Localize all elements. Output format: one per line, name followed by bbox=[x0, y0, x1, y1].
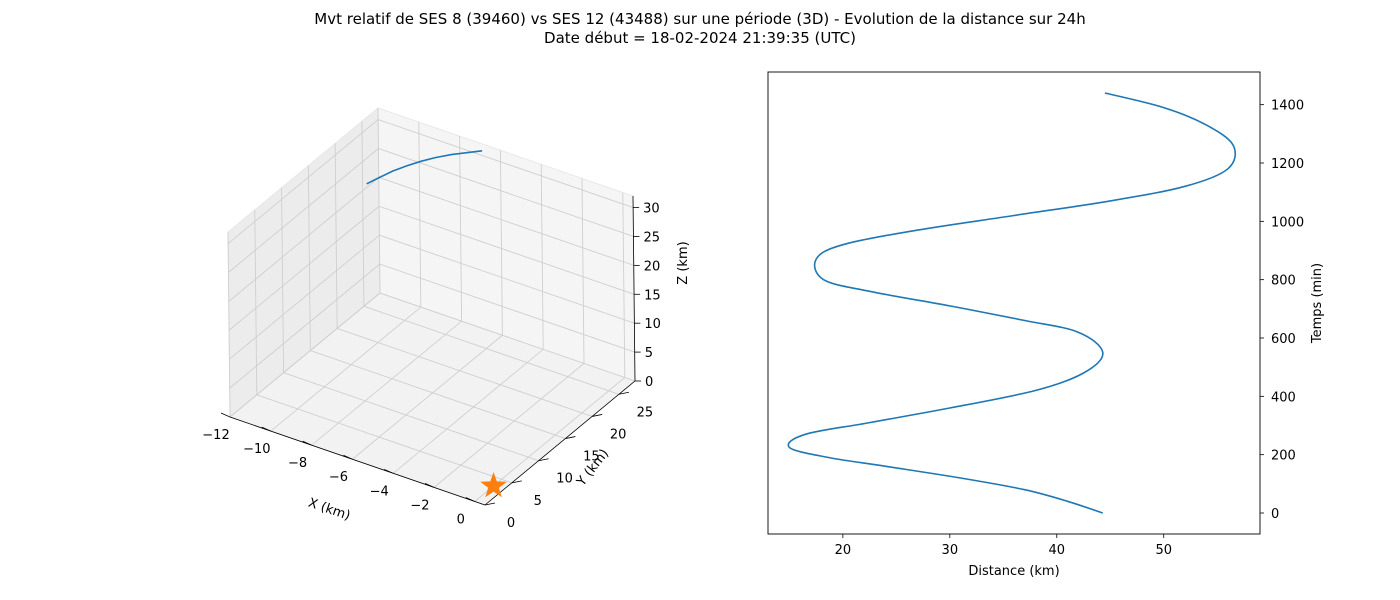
x-tick-label: 40 bbox=[1049, 543, 1066, 558]
grid-line-z-left bbox=[228, 205, 380, 331]
x-tick-label: −6 bbox=[329, 470, 348, 485]
x-tick-label: 0 bbox=[457, 512, 465, 527]
y-tick bbox=[592, 414, 603, 417]
grid-line-y-left bbox=[281, 187, 285, 373]
x-axis-label: Distance (km) bbox=[968, 564, 1059, 579]
y-tick-label: 0 bbox=[507, 516, 515, 531]
grid-line-z-back bbox=[378, 148, 634, 237]
y-tick-label: 0 bbox=[1271, 507, 1279, 522]
grid-line-y-floor bbox=[310, 350, 566, 439]
grid-line-x-floor bbox=[270, 306, 422, 432]
y-tick-label: 25 bbox=[637, 405, 654, 420]
y-tick bbox=[538, 458, 549, 462]
x-axis-line bbox=[229, 416, 486, 506]
grid-line-y-left bbox=[307, 165, 311, 351]
grid-line-z-left bbox=[227, 119, 379, 244]
star-marker bbox=[480, 472, 507, 498]
x-tick-label: 20 bbox=[835, 543, 852, 558]
z-tick-label: 20 bbox=[644, 259, 661, 274]
chart-title: Mvt relatif de SES 8 (39460) vs SES 12 (… bbox=[314, 10, 1086, 28]
x-tick-label: 50 bbox=[1155, 543, 1172, 558]
y-tick bbox=[511, 480, 522, 484]
y-tick-label: 400 bbox=[1271, 390, 1296, 405]
y-tick-label: 1200 bbox=[1271, 157, 1304, 172]
grid-line-z-left bbox=[229, 292, 381, 418]
grid-line-x-back bbox=[499, 150, 503, 336]
grid-line-z-left bbox=[228, 177, 380, 302]
x-tick bbox=[465, 497, 475, 502]
x-tick-label: −4 bbox=[370, 484, 389, 499]
grid-line-y-floor bbox=[363, 305, 620, 395]
grid-line-z-left bbox=[229, 234, 380, 360]
plot-3d: −12 −10 −8 −6 −4 −2 0 0 5 10 15 20 25 0 5 10 15 20 25 30 X (… bbox=[202, 107, 691, 531]
z-axis-line bbox=[632, 195, 636, 382]
grid-line-z-back bbox=[379, 234, 635, 324]
y-axis-line bbox=[484, 380, 636, 506]
x-axis-label: X (km) bbox=[306, 496, 352, 524]
x-tick-label: 30 bbox=[942, 543, 959, 558]
y-tick bbox=[565, 436, 576, 439]
z-axis-label: Z (km) bbox=[676, 241, 691, 284]
grid-line-y-floor bbox=[256, 394, 512, 484]
y-tick-label: 10 bbox=[556, 472, 573, 487]
x-tick bbox=[343, 454, 353, 460]
grid-line-y-floor bbox=[336, 328, 593, 417]
series-line-distance bbox=[787, 92, 1237, 514]
z-tick-label: 15 bbox=[644, 288, 661, 303]
x-tick-label: −8 bbox=[288, 456, 307, 471]
y-tick-label: 600 bbox=[1271, 332, 1296, 347]
z-tick-label: 30 bbox=[643, 202, 660, 217]
x-tick bbox=[261, 426, 271, 432]
grid-line-x-back bbox=[459, 136, 463, 322]
grid-line-x-floor bbox=[392, 348, 544, 474]
y-axis-label: Temps (min) bbox=[1310, 263, 1325, 344]
grid-line-z-back bbox=[378, 176, 634, 266]
grid-line-x-back bbox=[377, 107, 381, 294]
y-tick-label: 800 bbox=[1271, 274, 1296, 289]
x-tick bbox=[424, 483, 435, 488]
plot-frame bbox=[767, 71, 1261, 535]
y-tick bbox=[484, 502, 496, 506]
grid-line-x-back bbox=[540, 164, 544, 350]
y-tick-label: 1400 bbox=[1271, 99, 1304, 114]
grid-line-x-floor bbox=[433, 363, 585, 488]
x-tick bbox=[302, 440, 312, 446]
y-tick-label: 20 bbox=[610, 427, 627, 442]
grid-line-y-floor bbox=[283, 372, 539, 462]
grid-line-x-back bbox=[622, 192, 626, 378]
z-tick-label: 10 bbox=[644, 317, 661, 332]
y-tick-label: 1000 bbox=[1271, 215, 1304, 230]
grid-line-x-floor bbox=[352, 334, 503, 460]
y-tick-label: 15 bbox=[583, 450, 600, 465]
x-tick-label: −10 bbox=[243, 442, 270, 457]
grid-line-z-back bbox=[379, 292, 636, 382]
grid-line-y-left bbox=[227, 231, 231, 418]
z-tick-label: 25 bbox=[643, 230, 660, 245]
grid-line-x-back bbox=[418, 122, 422, 308]
y-tick bbox=[618, 391, 630, 395]
grid-line-y-left bbox=[361, 121, 365, 307]
grid-line-y-left bbox=[254, 209, 258, 395]
z-tick-label: 5 bbox=[645, 346, 653, 361]
grid-line-x-back bbox=[581, 178, 585, 364]
x-tick-label: −12 bbox=[202, 428, 229, 443]
grid-line-z-back bbox=[377, 119, 634, 208]
grid-line-z-back bbox=[378, 205, 635, 295]
x-tick-label: −2 bbox=[410, 498, 429, 513]
grid-line-y-left bbox=[334, 143, 338, 329]
grid-line-z-back bbox=[379, 263, 635, 353]
z-tick-label: 0 bbox=[645, 375, 653, 390]
x-tick bbox=[220, 412, 231, 418]
grid-line-x-floor bbox=[311, 320, 462, 446]
series-line-3d bbox=[366, 150, 483, 185]
plot-2d: 20 30 40 50 0 200 400 600 800 1000 1200 1400 Distanc… bbox=[767, 71, 1325, 579]
grid-line-z-left bbox=[229, 263, 380, 389]
chart-subtitle: Date début = 18-02-2024 21:39:35 (UTC) bbox=[544, 29, 856, 47]
grid-line-z-left bbox=[228, 148, 379, 273]
grid-line-x-floor bbox=[474, 377, 626, 502]
x-tick bbox=[384, 468, 394, 474]
y-tick-label: 5 bbox=[534, 494, 542, 509]
y-tick-label: 200 bbox=[1271, 449, 1296, 464]
